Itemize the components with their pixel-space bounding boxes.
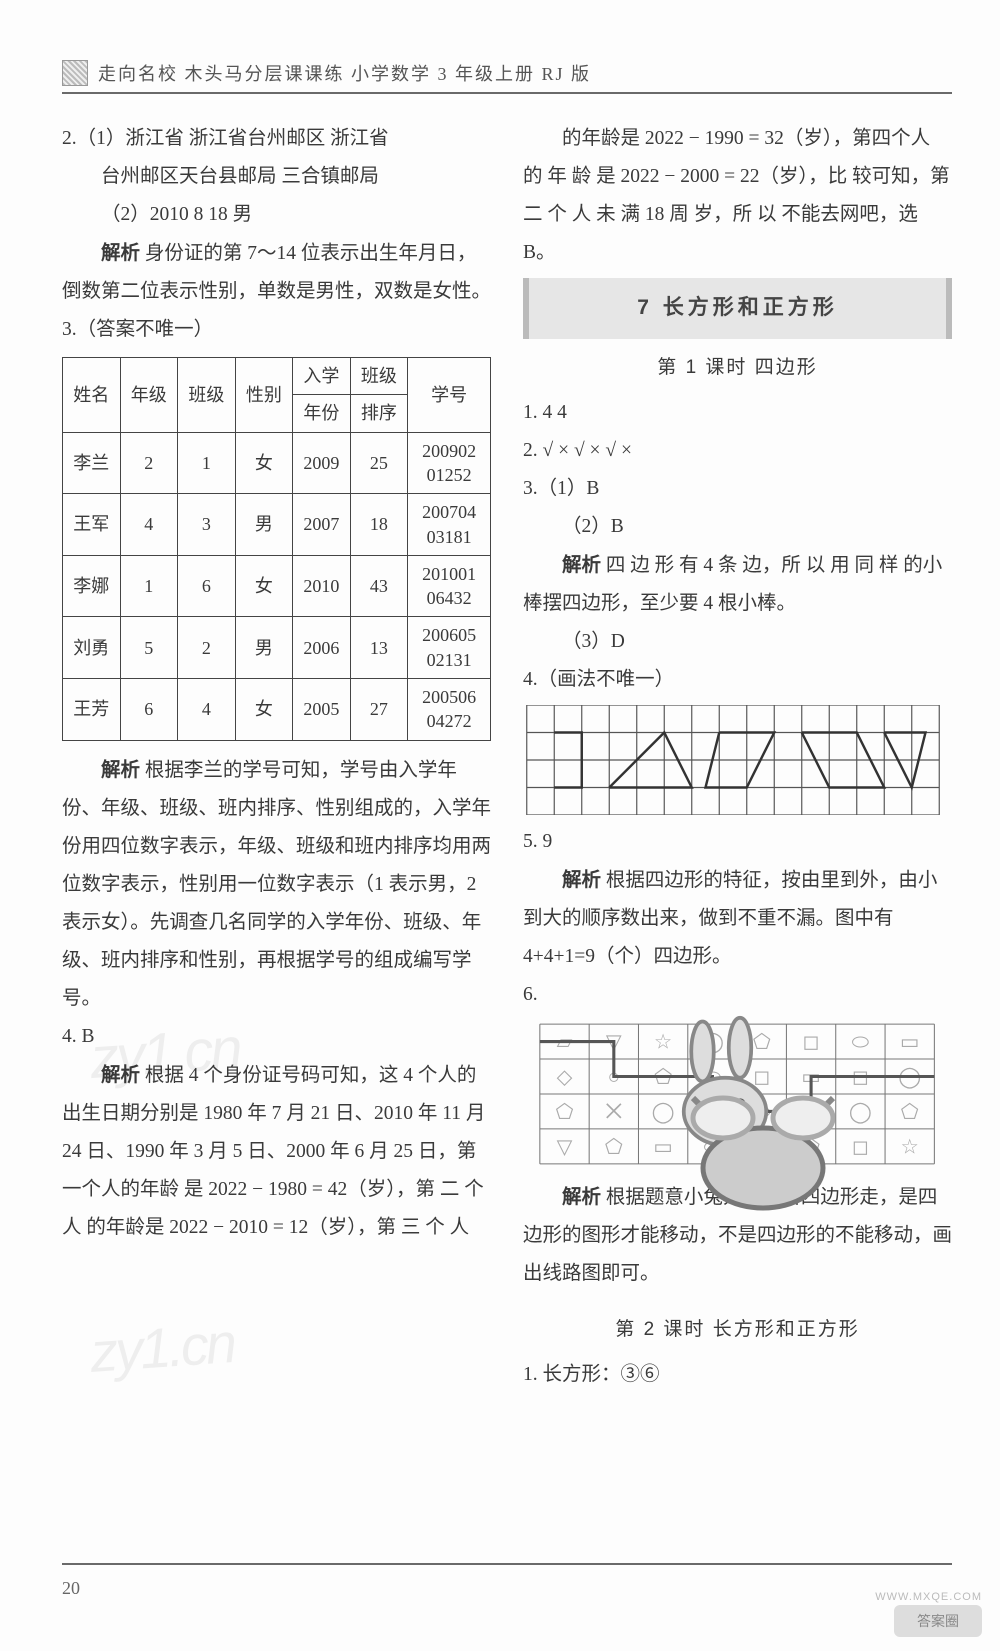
table-cell: 女 — [235, 679, 293, 741]
lesson1-title: 第 1 课时 四边形 — [523, 349, 952, 386]
table-cell: 2005 — [293, 679, 351, 741]
th-sex: 性别 — [235, 358, 293, 433]
table-cell: 1 — [120, 555, 178, 617]
table-cell: 20070403181 — [408, 494, 491, 556]
q3-head: 3.（答案不唯一） — [62, 311, 491, 349]
table-cell: 1 — [178, 432, 236, 494]
table-cell: 25 — [350, 432, 408, 494]
corner-url: WWW.MXQE.COM — [875, 1591, 982, 1603]
table-cell: 4 — [178, 679, 236, 741]
table-cell: 4 — [120, 494, 178, 556]
maze-figure: ▱▽☆◯⬠◻⬭▭◇○⬠⬭◻▭◻◯⬠⨉◯△⬭▭◯⬠▽⬠▭⬭◻⬠◻☆ — [523, 1020, 943, 1170]
corner-badge: 答案圈 — [894, 1605, 982, 1637]
table-cell: 5 — [120, 617, 178, 679]
table-cell: 2007 — [293, 494, 351, 556]
th-name: 姓名 — [63, 358, 121, 433]
table-cell: 3 — [178, 494, 236, 556]
table-cell: 李兰 — [63, 432, 121, 494]
page-number: 20 — [62, 1578, 80, 1599]
q4-cont: 的年龄是 2022 − 1990 = 32（岁），第四个人 的 年 龄 是 20… — [523, 120, 952, 272]
q3-exp-label: 解析 — [101, 759, 140, 781]
th-class: 班级 — [178, 358, 236, 433]
th-id: 学号 — [408, 358, 491, 433]
table-cell: 男 — [235, 494, 293, 556]
table-cell: 27 — [350, 679, 408, 741]
table-cell: 李娜 — [63, 555, 121, 617]
header-pattern-icon — [62, 60, 88, 86]
table-cell: 2009 — [293, 432, 351, 494]
l1-a5: 5. 9 — [523, 823, 952, 861]
q2-exp-label: 解析 — [101, 242, 140, 264]
table-row: 王芳64女20052720050604272 — [63, 679, 491, 741]
q4-head: 4. B — [62, 1018, 491, 1056]
l1-a3-2: （2）B — [523, 508, 952, 546]
table-cell: 6 — [120, 679, 178, 741]
table-header-row1: 姓名 年级 班级 性别 入学 班级 学号 — [63, 358, 491, 395]
l1-a1: 1. 4 4 — [523, 394, 952, 432]
th-enroll1: 入学 — [293, 358, 351, 395]
q4-explain: 解析 根据 4 个身份证号码可知，这 4 个人的出生日期分别是 1980 年 7… — [62, 1056, 491, 1247]
l1-a4: 4.（画法不唯一） — [523, 661, 952, 699]
table-head: 姓名 年级 班级 性别 入学 班级 学号 年份 排序 — [63, 358, 491, 433]
l1-a6: 6. — [523, 976, 952, 1014]
l1-a5-exp: 解析 根据四边形的特征，按由里到外，由小到大的顺序数出来，做到不重不漏。图中有 … — [523, 861, 952, 976]
student-table: 姓名 年级 班级 性别 入学 班级 学号 年份 排序 李兰21女20092520… — [62, 357, 491, 741]
l1-a5-exp-label: 解析 — [562, 869, 601, 891]
q3-explain: 解析 根据李兰的学号可知，学号由入学年份、年级、班级、班内排序、性别组成的，入学… — [62, 751, 491, 1018]
th-order2: 排序 — [350, 395, 408, 432]
table-cell: 2010 — [293, 555, 351, 617]
table-cell: 男 — [235, 617, 293, 679]
q2-line1b: 台州邮区天台县邮局 三合镇邮局 — [62, 158, 491, 196]
page-header: 走向名校 木头马分层课课练 小学数学 3 年级上册 RJ 版 — [62, 60, 952, 94]
table-cell: 女 — [235, 432, 293, 494]
right-column: 的年龄是 2022 − 1990 = 32（岁），第四个人 的 年 龄 是 20… — [523, 120, 952, 1394]
th-order1: 班级 — [350, 358, 408, 395]
th-enroll2: 年份 — [293, 395, 351, 432]
left-column: 2.（1）浙江省 浙江省台州邮区 浙江省 台州邮区天台县邮局 三合镇邮局 （2）… — [62, 120, 491, 1394]
th-grade: 年级 — [120, 358, 178, 433]
section-banner: 7 长方形和正方形 — [523, 278, 952, 339]
l1-a3-exp-label: 解析 — [562, 554, 601, 576]
l1-a3-1: 3.（1）B — [523, 470, 952, 508]
table-cell: 18 — [350, 494, 408, 556]
q2-line1a: 2.（1）浙江省 浙江省台州邮区 浙江省 — [62, 120, 491, 158]
table-cell: 王芳 — [63, 679, 121, 741]
q4-exp-text: 根据 4 个身份证号码可知，这 4 个人的出生日期分别是 1980 年 7 月 … — [62, 1065, 485, 1238]
table-row: 李兰21女20092520090201252 — [63, 432, 491, 494]
table-cell: 6 — [178, 555, 236, 617]
table-cell: 20050604272 — [408, 679, 491, 741]
table-row: 王军43男20071820070403181 — [63, 494, 491, 556]
l1-a3-exp: 解析 四 边 形 有 4 条 边，所 以 用 同 样 的小棒摆四边形，至少要 4… — [523, 546, 952, 623]
table-cell: 20100106432 — [408, 555, 491, 617]
table-cell: 20090201252 — [408, 432, 491, 494]
q2-explain: 解析 身份证的第 7～14 位表示出生年月日，倒数第二位表示性别，单数是男性，双… — [62, 234, 491, 311]
table-cell: 20060502131 — [408, 617, 491, 679]
l1-a3-3: （3）D — [523, 623, 952, 661]
q3-exp-text: 根据李兰的学号可知，学号由入学年份、年级、班级、班内排序、性别组成的，入学年份用… — [62, 760, 491, 1009]
table-cell: 2006 — [293, 617, 351, 679]
footer-rule — [62, 1563, 952, 1565]
table-cell: 2 — [178, 617, 236, 679]
table-body: 李兰21女20092520090201252王军43男2007182007040… — [63, 432, 491, 740]
l2-a1: 1. 长方形：③⑥ — [523, 1356, 952, 1394]
table-cell: 2 — [120, 432, 178, 494]
table-cell: 13 — [350, 617, 408, 679]
l1-a2: 2. √ × √ × √ × — [523, 432, 952, 470]
table-row: 刘勇52男20061320060502131 — [63, 617, 491, 679]
table-cell: 王军 — [63, 494, 121, 556]
columns: 2.（1）浙江省 浙江省台州邮区 浙江省 台州邮区天台县邮局 三合镇邮局 （2）… — [62, 120, 952, 1394]
lesson2-title: 第 2 课时 长方形和正方形 — [523, 1311, 952, 1348]
grid-svg — [523, 705, 943, 815]
q4-exp-label: 解析 — [101, 1064, 140, 1086]
table-cell: 43 — [350, 555, 408, 617]
grid-figure — [523, 705, 943, 815]
table-row: 李娜16女20104320100106432 — [63, 555, 491, 617]
bee-icon — [553, 1078, 973, 1228]
table-cell: 女 — [235, 555, 293, 617]
table-cell: 刘勇 — [63, 617, 121, 679]
header-title: 走向名校 木头马分层课课练 小学数学 3 年级上册 RJ 版 — [98, 60, 591, 86]
q2-line2: （2）2010 8 18 男 — [62, 196, 491, 234]
page: 走向名校 木头马分层课课练 小学数学 3 年级上册 RJ 版 2.（1）浙江省 … — [0, 0, 1000, 1651]
